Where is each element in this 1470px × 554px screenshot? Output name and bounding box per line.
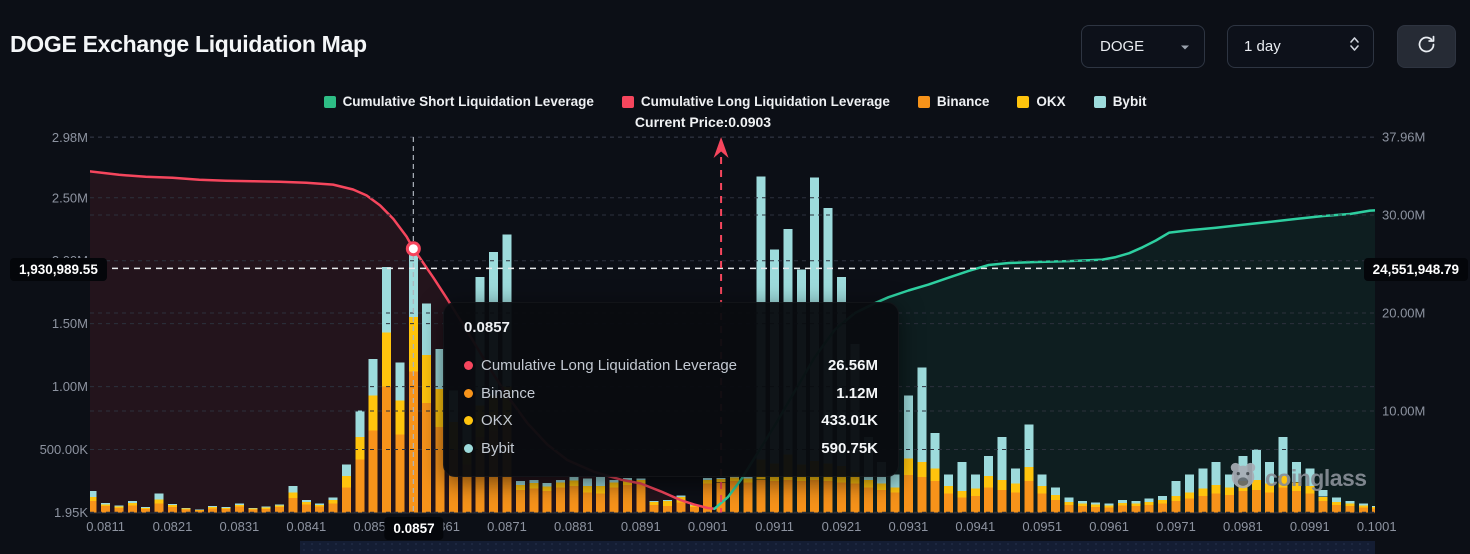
svg-text:0.0991: 0.0991 <box>1290 519 1330 534</box>
coinglass-logo-icon <box>1226 460 1260 497</box>
chart-legend: Cumulative Short Liquidation Leverage Cum… <box>0 94 1470 109</box>
svg-text:500.00K: 500.00K <box>40 442 89 457</box>
svg-text:0.0901: 0.0901 <box>688 519 728 534</box>
legend-item-cumulative-short-liquidation-leverage[interactable]: Cumulative Short Liquidation Leverage <box>323 94 594 109</box>
legend-label: OKX <box>1036 94 1066 109</box>
coinglass-wordmark: coinglass <box>1265 465 1367 491</box>
tooltip-series-value: 26.56M <box>827 357 878 375</box>
tooltip-price: 0.0857 <box>464 319 510 336</box>
tooltip-row: Binance 1.12M <box>464 380 878 408</box>
svg-text:2.98M: 2.98M <box>52 130 88 145</box>
svg-text:0.0831: 0.0831 <box>220 519 260 534</box>
legend-swatch-icon <box>323 95 336 108</box>
svg-text:30.00M: 30.00M <box>1382 208 1425 223</box>
crosshair-price-pill: 0.0857 <box>384 517 444 540</box>
series-dot-icon <box>464 361 473 371</box>
svg-text:0.0961: 0.0961 <box>1089 519 1129 534</box>
legend-item-okx[interactable]: OKX <box>1017 94 1066 109</box>
svg-text:0.0851: 0.0851 <box>353 519 393 534</box>
svg-text:0.0941: 0.0941 <box>955 519 995 534</box>
refresh-icon <box>1416 34 1437 60</box>
tooltip-row: Bybit 590.75K <box>464 435 878 463</box>
svg-text:0.0971: 0.0971 <box>1156 519 1196 534</box>
interval-select-value: 1 day <box>1244 38 1281 55</box>
current-price-caption: Current Price:0.0903 <box>634 114 772 130</box>
svg-text:2.50M: 2.50M <box>52 190 88 205</box>
page-title: DOGE Exchange Liquidation Map <box>10 31 367 57</box>
svg-text:37.96M: 37.96M <box>1382 129 1425 144</box>
legend-label: Cumulative Short Liquidation Leverage <box>342 94 594 109</box>
tooltip-series-label: Cumulative Long Liquidation Leverage <box>481 357 738 375</box>
svg-text:20.00M: 20.00M <box>1382 306 1425 321</box>
chart-tooltip: 0.0857 Cumulative Long Liquidation Lever… <box>443 302 899 477</box>
legend-item-bybit[interactable]: Bybit <box>1093 94 1147 109</box>
legend-item-cumulative-long-liquidation-leverage[interactable]: Cumulative Long Liquidation Leverage <box>621 94 890 109</box>
svg-text:0.0821: 0.0821 <box>153 519 193 534</box>
legend-item-binance[interactable]: Binance <box>917 94 990 109</box>
svg-text:0.0911: 0.0911 <box>755 519 794 534</box>
svg-text:1.50M: 1.50M <box>52 316 88 331</box>
tooltip-series-value: 590.75K <box>821 439 878 457</box>
chevron-down-icon <box>1180 38 1190 56</box>
svg-text:0.0951: 0.0951 <box>1022 519 1062 534</box>
svg-text:0.0811: 0.0811 <box>86 519 125 534</box>
coin-select[interactable]: DOGE <box>1081 25 1205 68</box>
tooltip-series-label: Bybit <box>481 439 515 457</box>
legend-swatch-icon <box>621 95 634 108</box>
svg-text:10.00M: 10.00M <box>1382 404 1425 419</box>
svg-text:0.0871: 0.0871 <box>487 519 527 534</box>
svg-text:0.1001: 0.1001 <box>1357 519 1397 534</box>
legend-label: Binance <box>936 94 990 109</box>
tooltip-row: Cumulative Long Liquidation Leverage 26.5… <box>464 352 878 380</box>
svg-text:1.95K: 1.95K <box>54 505 88 520</box>
legend-swatch-icon <box>1017 95 1030 108</box>
chart-zoom-strip[interactable] <box>300 541 1375 554</box>
series-dot-icon <box>464 443 473 453</box>
svg-text:0.0841: 0.0841 <box>286 519 326 534</box>
coin-select-value: DOGE <box>1100 38 1145 55</box>
tooltip-row: OKX 433.01K <box>464 407 878 435</box>
series-dot-icon <box>464 388 473 398</box>
interval-select[interactable]: 1 day <box>1227 25 1374 68</box>
legend-swatch-icon <box>1093 95 1106 108</box>
svg-text:0.0881: 0.0881 <box>554 519 594 534</box>
svg-text:1.00M: 1.00M <box>52 379 88 394</box>
tooltip-series-label: OKX <box>481 412 513 430</box>
series-dot-icon <box>464 416 473 426</box>
legend-label: Cumulative Long Liquidation Leverage <box>640 94 890 109</box>
legend-label: Bybit <box>1112 94 1147 109</box>
tooltip-series-value: 433.01K <box>821 412 878 430</box>
svg-text:0.0891: 0.0891 <box>621 519 661 534</box>
crosshair-left-value-pill: 1,930,989.55 <box>10 258 107 281</box>
svg-text:0.0921: 0.0921 <box>822 519 862 534</box>
crosshair-right-value-pill: 24,551,948.79 <box>1363 258 1468 281</box>
coinglass-watermark: coinglass <box>1226 460 1367 497</box>
refresh-button[interactable] <box>1397 25 1456 68</box>
up-down-chevrons-icon <box>1349 35 1360 58</box>
tooltip-series-value: 1.12M <box>836 384 878 402</box>
legend-swatch-icon <box>917 95 930 108</box>
svg-text:0.0981: 0.0981 <box>1223 519 1263 534</box>
tooltip-series-label: Binance <box>481 384 536 402</box>
svg-text:0.0931: 0.0931 <box>889 519 929 534</box>
